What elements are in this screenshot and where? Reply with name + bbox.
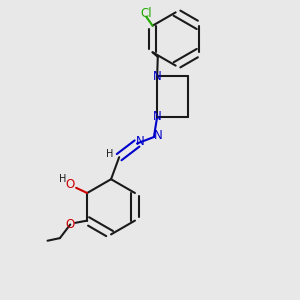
Text: N: N bbox=[136, 135, 145, 148]
Text: N: N bbox=[153, 110, 161, 123]
Text: H: H bbox=[59, 174, 66, 184]
Text: O: O bbox=[66, 218, 75, 231]
Text: N: N bbox=[153, 70, 161, 83]
Text: N: N bbox=[153, 129, 162, 142]
Text: H: H bbox=[106, 149, 114, 159]
Text: Cl: Cl bbox=[140, 7, 152, 20]
Text: O: O bbox=[66, 178, 75, 191]
